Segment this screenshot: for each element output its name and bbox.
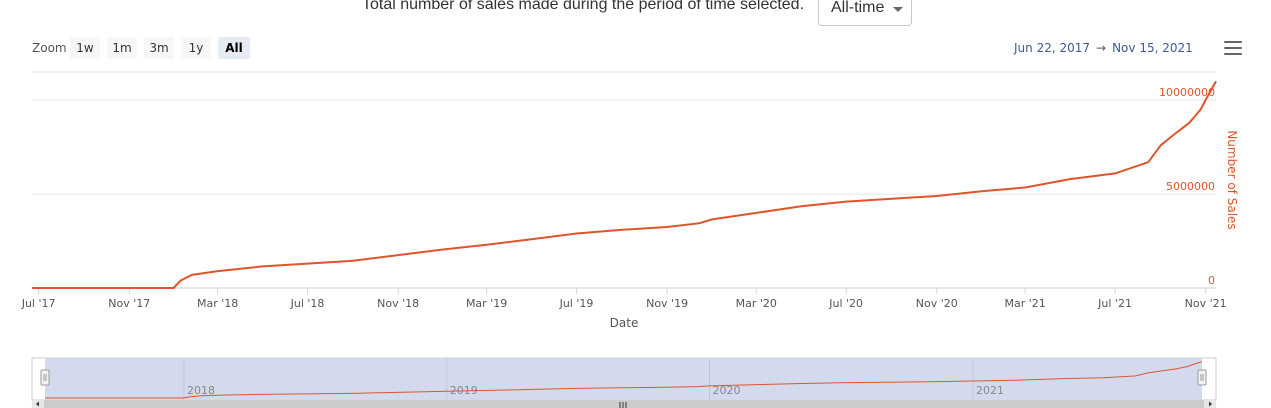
x-tick-label: Jul '19 (559, 297, 594, 310)
x-tick-label: Nov '17 (108, 297, 150, 310)
range-from-date[interactable]: Jun 22, 2017 (1014, 41, 1091, 55)
y-axis-ticks: 0 5000000 10000000 (1159, 86, 1215, 287)
chevron-down-icon (893, 7, 903, 12)
zoom-button-1y[interactable]: 1y (181, 37, 211, 59)
scroll-right-arrow-icon[interactable] (1209, 401, 1212, 407)
x-tick-label: Jul '17 (21, 297, 56, 310)
navigator-selection[interactable] (45, 358, 1202, 400)
chart-caption: Total number of sales made during the pe… (362, 0, 805, 13)
x-tick-label: Nov '19 (646, 297, 688, 310)
x-tick-label: Jul '20 (828, 297, 863, 310)
y-tick-label: 10000000 (1159, 86, 1215, 99)
navigator[interactable]: 2018 2019 2020 2021 (31, 357, 1217, 408)
zoom-button-3m[interactable]: 3m (144, 37, 174, 59)
period-select[interactable]: All-time (818, 0, 912, 26)
series-line (32, 80, 1217, 289)
navigator-year-label: 2018 (187, 384, 215, 397)
grid-lines (32, 71, 1216, 289)
navigator-left-handle[interactable] (40, 369, 50, 386)
navigator-right-handle[interactable] (1197, 369, 1207, 386)
range-to-date[interactable]: Nov 15, 2021 (1112, 41, 1193, 55)
x-axis-title: Date (610, 316, 639, 330)
navigator-years: 2018 2019 2020 2021 (183, 358, 1004, 400)
x-tick-label: Jul '21 (1097, 297, 1132, 310)
x-tick-label: Mar '21 (1005, 297, 1046, 310)
x-tick-label: Nov '20 (916, 297, 958, 310)
navigator-year-label: 2020 (713, 384, 741, 397)
hamburger-menu-icon[interactable] (1224, 41, 1242, 55)
y-tick-label: 0 (1208, 274, 1215, 287)
x-tick-label: Nov '18 (377, 297, 419, 310)
y-tick-label: 5000000 (1166, 180, 1215, 193)
x-tick-label: Mar '18 (197, 297, 238, 310)
navigator-year-label: 2021 (976, 384, 1004, 397)
x-tick-label: Nov '21 (1185, 297, 1227, 310)
date-range: Jun 22, 2017 → Nov 15, 2021 (1014, 41, 1193, 55)
x-tick-label: Jul '18 (290, 297, 325, 310)
scrollbar-thumb[interactable] (44, 400, 1204, 408)
zoom-button-1m[interactable]: 1m (107, 37, 137, 59)
scroll-left-arrow-icon[interactable] (36, 401, 39, 407)
y-axis-title: Number of Sales (1225, 130, 1239, 229)
x-tick-label: Mar '20 (736, 297, 777, 310)
zoom-button-1w[interactable]: 1w (70, 37, 100, 59)
x-axis-ticks: Jul '17 Nov '17 Mar '18 Jul '18 Nov '18 Mar '… (21, 288, 1227, 310)
navigator-series-line (45, 361, 1203, 399)
zoom-label: Zoom (32, 41, 67, 55)
navigator-scrollbar[interactable] (32, 400, 1216, 408)
range-arrow: → (1096, 41, 1107, 55)
zoom-button-all[interactable]: All (218, 37, 250, 59)
period-select-value: All-time (831, 0, 885, 16)
x-tick-label: Mar '19 (466, 297, 507, 310)
